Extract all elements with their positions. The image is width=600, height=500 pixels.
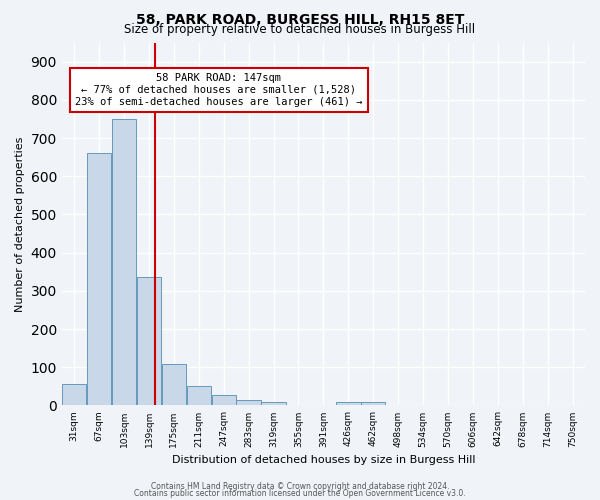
Text: Size of property relative to detached houses in Burgess Hill: Size of property relative to detached ho… xyxy=(124,22,476,36)
Bar xyxy=(212,395,236,406)
X-axis label: Distribution of detached houses by size in Burgess Hill: Distribution of detached houses by size … xyxy=(172,455,475,465)
Y-axis label: Number of detached properties: Number of detached properties xyxy=(15,136,25,312)
Bar xyxy=(187,386,211,406)
Bar xyxy=(112,119,136,406)
Bar xyxy=(262,402,286,406)
Bar xyxy=(137,278,161,406)
Text: Contains HM Land Registry data © Crown copyright and database right 2024.: Contains HM Land Registry data © Crown c… xyxy=(151,482,449,491)
Text: 58, PARK ROAD, BURGESS HILL, RH15 8ET: 58, PARK ROAD, BURGESS HILL, RH15 8ET xyxy=(136,12,464,26)
Bar xyxy=(236,400,261,406)
Bar xyxy=(336,402,361,406)
Bar xyxy=(161,364,186,406)
Bar xyxy=(87,154,112,406)
Bar xyxy=(361,402,385,406)
Text: Contains public sector information licensed under the Open Government Licence v3: Contains public sector information licen… xyxy=(134,488,466,498)
Text: 58 PARK ROAD: 147sqm
← 77% of detached houses are smaller (1,528)
23% of semi-de: 58 PARK ROAD: 147sqm ← 77% of detached h… xyxy=(75,74,362,106)
Bar xyxy=(62,384,86,406)
